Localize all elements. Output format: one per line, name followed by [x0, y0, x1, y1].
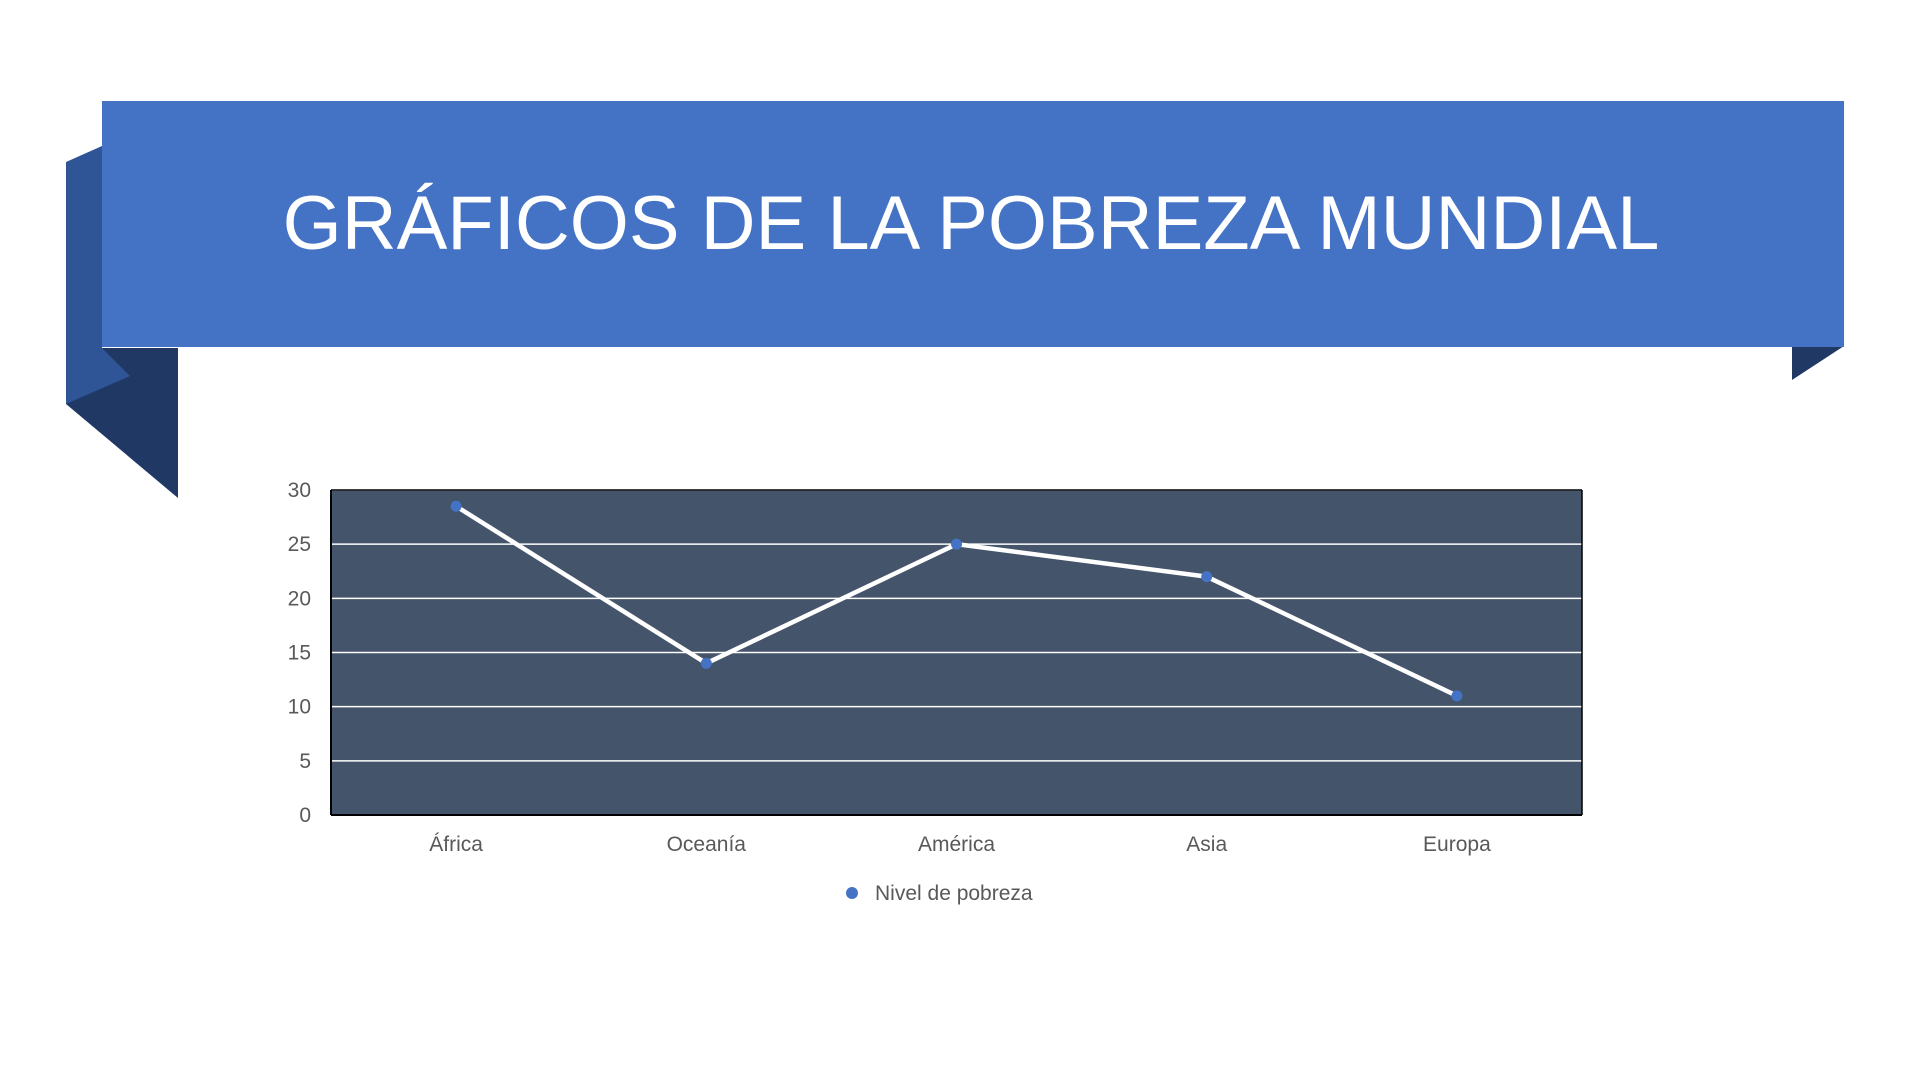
y-tick-label: 20: [288, 587, 311, 610]
x-tick-label: Oceanía: [667, 833, 747, 856]
legend-label: Nivel de pobreza: [875, 882, 1033, 905]
banner-body: [102, 101, 1844, 347]
y-tick-label: 15: [288, 642, 311, 665]
data-point: [1451, 690, 1463, 702]
banner-left-fold: [66, 146, 130, 404]
data-point: [450, 500, 462, 512]
y-tick-label: 30: [288, 479, 311, 502]
x-tick-label: África: [429, 833, 483, 856]
data-point: [1201, 571, 1213, 583]
y-tick-label: 10: [288, 696, 311, 719]
title-banner: [66, 101, 1844, 498]
x-tick-label: América: [918, 833, 995, 856]
legend-marker: [846, 887, 858, 899]
x-tick-label: Asia: [1186, 833, 1227, 856]
slide-title: GRÁFICOS DE LA POBREZA MUNDIAL: [282, 181, 1660, 266]
x-tick-label: Europa: [1423, 833, 1491, 856]
data-point: [700, 657, 712, 669]
data-point: [951, 538, 962, 550]
y-tick-label: 0: [299, 804, 311, 827]
y-tick-label: 25: [288, 533, 311, 556]
y-tick-label: 5: [299, 750, 311, 773]
banner-right-fold: [1792, 346, 1844, 380]
